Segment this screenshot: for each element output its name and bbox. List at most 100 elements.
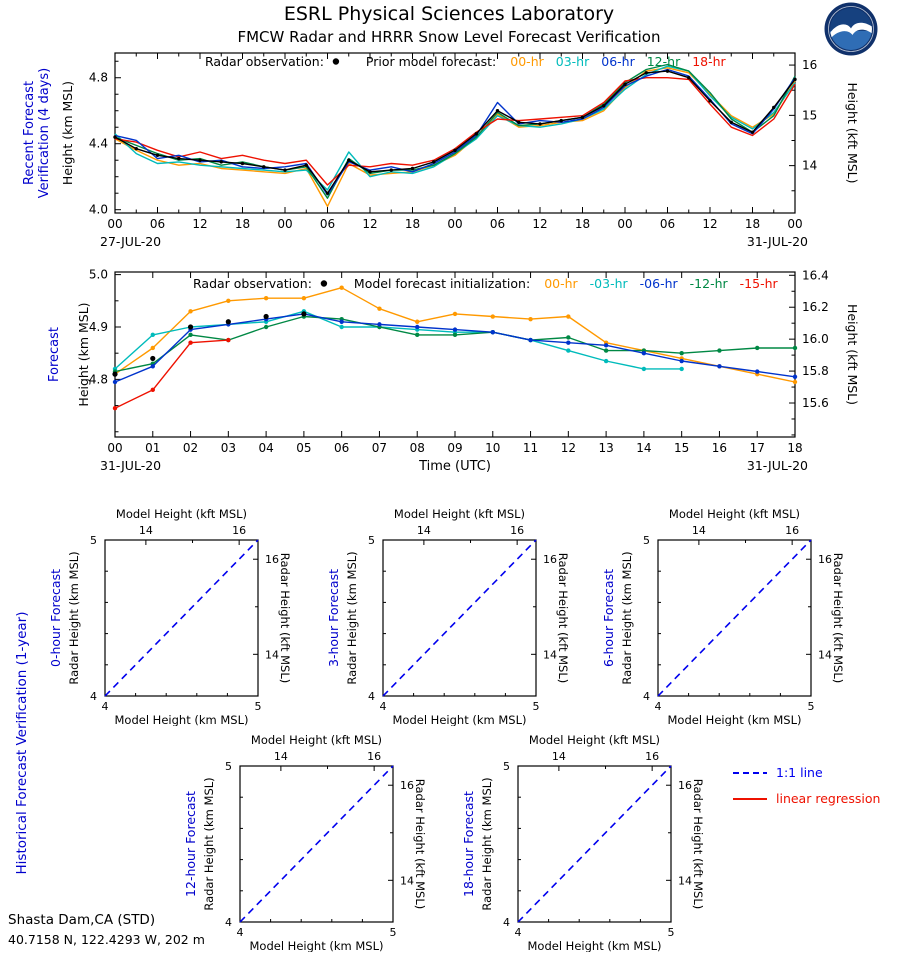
- bottom-axis-label: Model Height (km MSL): [528, 939, 662, 952]
- point-radar: [389, 168, 393, 172]
- y-tick-label: 4.0: [89, 203, 108, 217]
- point-radar: [368, 170, 372, 174]
- top-tick-label: 14: [274, 750, 288, 763]
- y-axis-label-left: Radar Height (km MSL): [345, 551, 359, 684]
- plot-title: 12-hour Forecast: [183, 791, 198, 897]
- right-tick-label: 14: [265, 648, 279, 661]
- point--03-hr: [641, 366, 647, 372]
- point--06-hr: [717, 364, 722, 369]
- point-radar: [283, 168, 287, 172]
- bottom-axis-label: Model Height (km MSL): [668, 713, 802, 726]
- y-axis-label-right: Radar Height (kft MSL): [556, 553, 570, 683]
- x-tick-label: 17: [750, 441, 765, 455]
- historical-legend: 1:1 line linear regression: [733, 765, 880, 817]
- point--15-hr: [150, 387, 155, 393]
- legend-label: Model forecast initialization:: [354, 276, 530, 291]
- point--06-hr: [377, 322, 382, 327]
- point--15-hr: [226, 337, 231, 343]
- point-radar: [263, 313, 269, 320]
- x-tick-label: 12: [702, 217, 717, 231]
- page-title: ESRL Physical Sciences Laboratory: [283, 3, 615, 25]
- point--06-hr: [755, 369, 760, 374]
- x-tick-label: 5: [255, 700, 262, 713]
- y-axis-label-left: Radar Height (km MSL): [202, 777, 216, 910]
- historical-section-label: Historical Forecast Verification (1-year…: [14, 611, 30, 875]
- regression-line-sample: [733, 797, 767, 800]
- right-tick-label: 14: [543, 648, 557, 661]
- bottom-axis-label: Model Height (km MSL): [250, 939, 384, 952]
- radar-observation-dot: [320, 280, 328, 287]
- y-right-tick-label: 16.2: [802, 300, 829, 314]
- point-radar: [538, 122, 542, 126]
- point-radar: [113, 135, 117, 139]
- point-00-hr: [263, 295, 269, 301]
- point-radar: [453, 148, 457, 153]
- x-tick-label: 16: [712, 441, 727, 455]
- x-tick-label: 4: [655, 700, 662, 713]
- x-tick-label: 14: [636, 441, 651, 455]
- point--06-hr: [792, 374, 798, 379]
- point-radar: [708, 99, 712, 103]
- x-tick-label: 11: [523, 441, 538, 455]
- point--12-hr: [603, 348, 609, 353]
- top-tick-label: 16: [510, 524, 524, 537]
- y-tick-label: 4.4: [89, 137, 108, 151]
- point-00-hr: [792, 379, 798, 385]
- series--03-hr: [114, 310, 682, 370]
- y-axis-label-left: Height (km MSL): [60, 81, 75, 185]
- legend-label: -06-hr: [640, 276, 679, 291]
- point--12-hr: [717, 348, 722, 353]
- x-tick-label: 06: [320, 217, 335, 231]
- date-left: 31-JUL-20: [100, 458, 161, 473]
- point-radar: [304, 163, 308, 167]
- point--12-hr: [415, 332, 420, 338]
- top-axis-label: Model Height (kft MSL): [116, 507, 247, 521]
- scatter-3hr: 44 5 5 14 14 16 16 Model Height (kft MSL) Model …: [326, 507, 570, 726]
- plot-frame: [104, 539, 259, 697]
- y-axis-label-left: Radar Height (km MSL): [480, 777, 494, 910]
- point--06-hr: [415, 324, 420, 330]
- point-radar: [134, 146, 138, 151]
- y-right-tick-label: 16.4: [802, 268, 829, 282]
- point--03-hr: [150, 332, 155, 338]
- point-00-hr: [150, 345, 155, 351]
- y-axis-label-right: Radar Height (kft MSL): [691, 779, 705, 909]
- x-tick-label: 18: [787, 441, 802, 455]
- x-tick-label: 18: [235, 217, 250, 231]
- right-tick-label: 14: [818, 648, 832, 661]
- legend-label: 06-hr: [601, 54, 635, 69]
- point-radar: [150, 355, 156, 362]
- y-tick-label: 4.9: [89, 320, 108, 334]
- point-00-hr: [452, 311, 458, 317]
- y-axis-label-left: Radar Height (km MSL): [67, 551, 81, 684]
- x-tick-label: 5: [808, 700, 815, 713]
- station-coords: 40.7158 N, 122.4293 W, 202 m: [8, 932, 205, 947]
- y-axis-label-right: Radar Height (kft MSL): [831, 553, 845, 683]
- right-tick-label: 16: [678, 779, 692, 792]
- point--06-hr: [679, 358, 684, 364]
- y-right-tick-label: 15: [802, 108, 817, 122]
- y-right-tick-label: 14: [802, 159, 817, 173]
- y-right-tick-label: 15.6: [802, 396, 829, 410]
- legend-label: -03-hr: [590, 276, 629, 291]
- point--03-hr: [603, 358, 609, 364]
- point--06-hr: [566, 340, 571, 345]
- date-left: 27-JUL-20: [100, 234, 161, 249]
- right-tick-label: 16: [543, 553, 557, 566]
- noaa-logo: [824, 2, 878, 56]
- x-tick-label: 4: [102, 700, 109, 713]
- top-tick-label: 14: [692, 524, 706, 537]
- x-axis-label: Time (UTC): [418, 459, 491, 474]
- point-radar: [750, 130, 755, 134]
- scatter-0hr: 44 5 5 14 14 16 16 Model Height (kft MSL) Model …: [48, 507, 292, 726]
- x-tick-label: 00: [277, 217, 292, 231]
- point-radar: [325, 191, 330, 195]
- x-tick-label: 12: [532, 217, 547, 231]
- x-tick-label: 05: [296, 441, 311, 455]
- x-tick-label: 18: [745, 217, 760, 231]
- point--06-hr: [528, 337, 533, 343]
- x-tick-label: 18: [575, 217, 590, 231]
- legend-label: 03-hr: [556, 54, 590, 69]
- right-tick-label: 16: [400, 779, 414, 792]
- legend-label: Prior model forecast:: [366, 54, 496, 69]
